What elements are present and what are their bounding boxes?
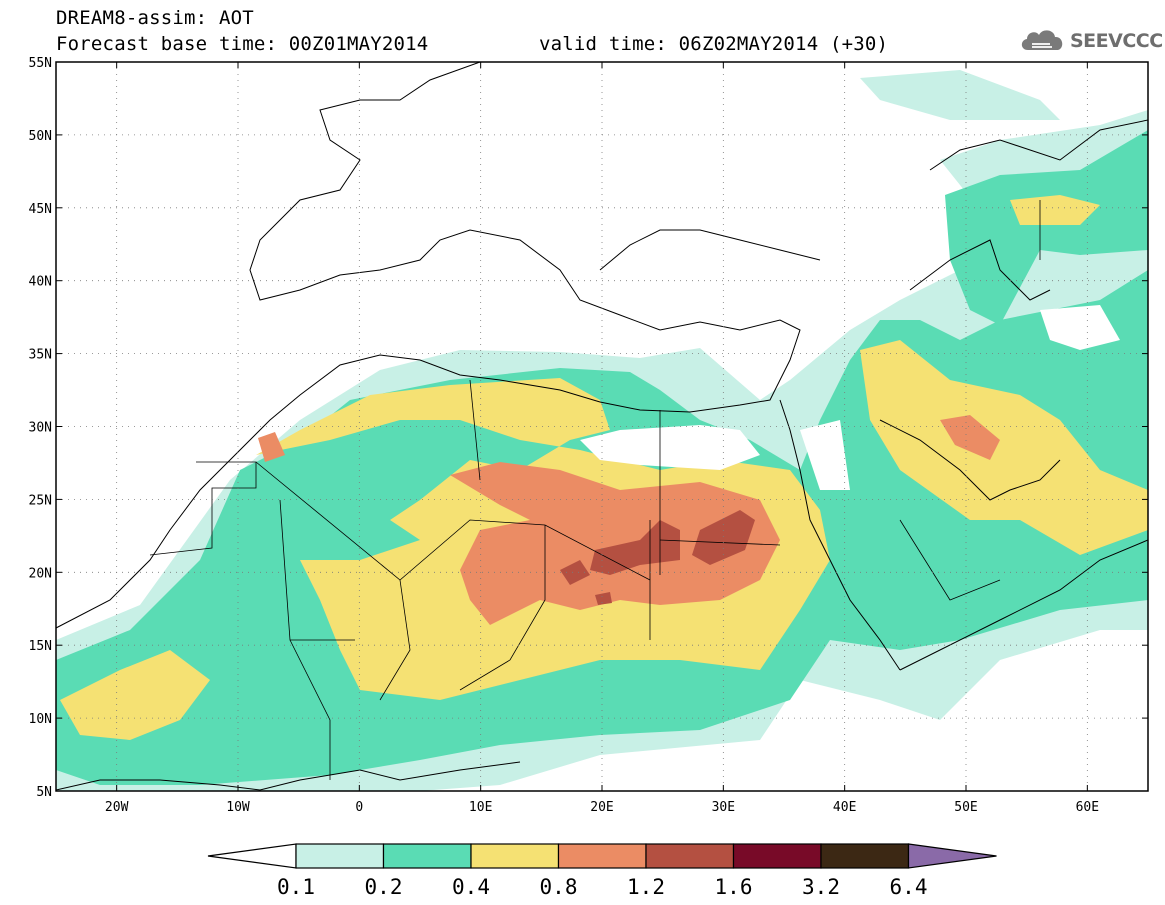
logo-text: SEEVCCC — [1070, 30, 1163, 52]
lon-tick-label: 10W — [226, 800, 250, 815]
coastlines — [56, 62, 1148, 791]
colorbar-swatch — [470, 843, 560, 869]
aot-band-0.8 — [258, 432, 285, 462]
lat-tick-label: 40N — [29, 275, 52, 290]
border — [149, 461, 257, 556]
border — [459, 525, 546, 691]
border — [255, 461, 651, 581]
colorbar-swatch — [732, 843, 822, 869]
coastline — [56, 62, 801, 629]
colorbar-label: 6.4 — [890, 875, 928, 899]
aot-band-0.2 — [945, 130, 1148, 325]
aot-band-0.8 — [450, 462, 780, 625]
aot-band-1.2 — [590, 520, 680, 575]
aot-band-0.1 — [860, 70, 1060, 120]
lon-tick-label: 60E — [1076, 800, 1099, 815]
lat-tick-label: 15N — [29, 639, 52, 654]
lon-tick-label: 40E — [833, 800, 856, 815]
seevccc-logo: SEEVCCC — [1018, 24, 1163, 56]
colorbar-label: 1.6 — [715, 875, 753, 899]
lat-tick-label: 30N — [29, 421, 52, 436]
coastline — [56, 761, 521, 791]
lat-tick-label: 35N — [29, 348, 52, 363]
colorbar-label: 0.4 — [452, 875, 490, 899]
dust-field — [56, 62, 1148, 791]
lon-tick-label: 50E — [954, 800, 977, 815]
border — [379, 579, 411, 701]
coastline — [929, 119, 1148, 171]
border — [659, 539, 781, 546]
lat-tick-label: 25N — [29, 493, 52, 508]
forecast-base-time: Forecast base time: 00Z01MAY2014 — [56, 33, 429, 55]
lat-tick-label: 50N — [29, 129, 52, 144]
coastline — [599, 229, 821, 271]
colorbar-swatch — [820, 843, 910, 869]
colorbar-swatch — [645, 843, 735, 869]
lon-tick-label: 20W — [105, 800, 129, 815]
aot-band-0.4 — [60, 650, 210, 740]
clear-patch — [800, 420, 850, 490]
colorbar-swatch — [295, 843, 385, 869]
coastline — [899, 539, 1148, 671]
lon-tick-label: 30E — [712, 800, 735, 815]
lat-tick-label: 20N — [29, 566, 52, 581]
time-info: Forecast base time: 00Z01MAY2014 valid t… — [56, 34, 888, 94]
coastline — [779, 399, 901, 671]
colorbar-swatch — [382, 843, 472, 869]
axis-ticks — [56, 61, 1148, 792]
border — [469, 379, 481, 481]
aot-band-1.2 — [560, 560, 590, 585]
lat-tick-label: 55N — [29, 56, 52, 71]
aot-band-0.8 — [940, 415, 1000, 460]
clear-patch — [580, 425, 760, 470]
colorbar-swatch — [557, 843, 647, 869]
colorbar-label: 1.2 — [627, 875, 665, 899]
cloud-icon — [1021, 30, 1063, 50]
border — [289, 639, 331, 780]
lat-tick-label: 5N — [36, 785, 52, 800]
lon-axis: 20W 10W 0 10E 20E 30E 40E 50E 60E — [105, 800, 1099, 815]
lon-tick-label: 20E — [590, 800, 613, 815]
colorbar-label: 0.1 — [277, 875, 315, 899]
lat-tick-label: 45N — [29, 202, 52, 217]
lat-axis: 55N 50N 45N 40N 35N 30N 25N 20N 15N 10N 5N — [29, 56, 52, 800]
graticule — [56, 62, 1148, 791]
map-panel: 55N 50N 45N 40N 35N 30N 25N 20N 15N 10N 5N 20W 10W 0… — [29, 56, 1149, 815]
valid-time: valid time: 06Z02MAY2014 (+30) — [539, 33, 889, 55]
lon-tick-label: 0 — [355, 800, 363, 815]
colorbar-under-triangle — [207, 843, 297, 869]
colorbar-label: 0.8 — [540, 875, 578, 899]
lon-tick-label: 10E — [469, 800, 492, 815]
map-title: DREAM8-assim: AOT — [56, 7, 254, 29]
aot-band-0.4 — [1010, 195, 1100, 225]
border — [899, 519, 1001, 601]
coastline — [909, 239, 1051, 301]
aot-band-0.4 — [860, 340, 1148, 555]
aot-band-1.2 — [595, 592, 612, 605]
lat-tick-label: 10N — [29, 712, 52, 727]
clear-patch — [1040, 305, 1120, 350]
coastline — [879, 419, 1061, 501]
aot-band-1.2 — [692, 510, 755, 565]
colorbar-label: 0.2 — [365, 875, 403, 899]
borders — [149, 200, 1041, 780]
colorbar-over-triangle — [907, 843, 997, 869]
colorbar-label: 3.2 — [802, 875, 840, 899]
